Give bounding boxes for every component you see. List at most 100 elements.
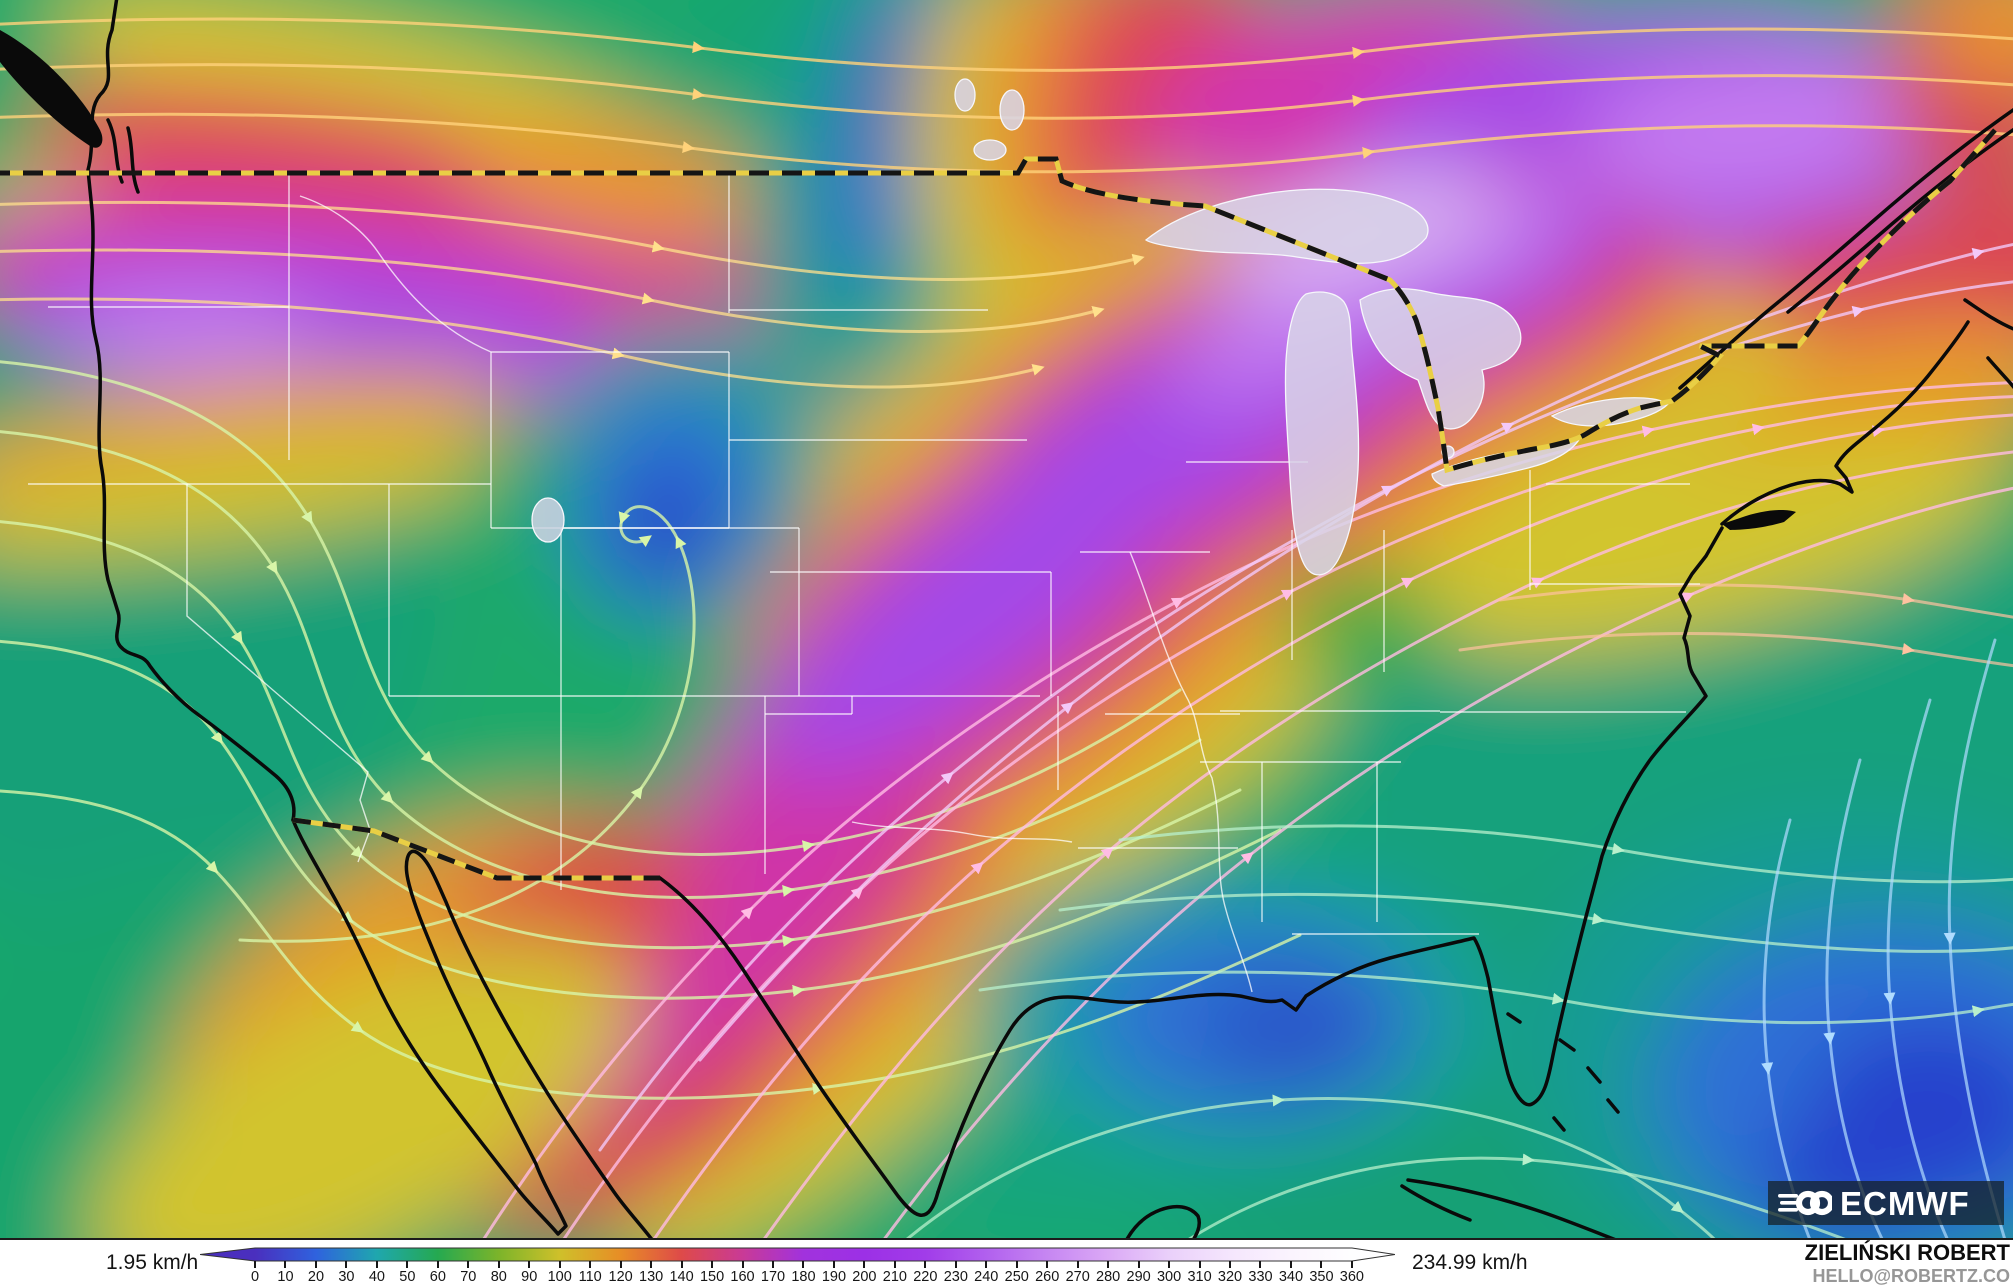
new-england-coast — [1720, 320, 1970, 526]
ecmwf-badge: ECMWF — [1768, 1181, 2004, 1225]
tick-label: 150 — [699, 1269, 725, 1285]
wind-streamlines — [0, 17, 2013, 1238]
tick-label: 280 — [1096, 1269, 1121, 1285]
colorbar-min-label: 1.95 km/h — [106, 1251, 199, 1274]
tick-label: 90 — [521, 1269, 538, 1285]
tick-label: 60 — [429, 1269, 446, 1285]
tick-label: 320 — [1217, 1269, 1243, 1285]
streamline-northeast — [1458, 583, 2013, 668]
tick-mark — [589, 1261, 592, 1268]
tick-label: 170 — [760, 1269, 786, 1285]
tick-mark — [345, 1261, 348, 1268]
tick-mark — [1168, 1261, 1171, 1268]
tick-mark — [375, 1261, 378, 1268]
wind-speed-map[interactable] — [0, 0, 2013, 1238]
tick-mark — [1107, 1261, 1110, 1268]
tick-label: 210 — [882, 1269, 907, 1285]
tick-label: 70 — [460, 1269, 477, 1285]
ecmwf-logo-icon — [1778, 1190, 1832, 1216]
tick-mark — [711, 1261, 714, 1268]
yucatan — [1125, 1204, 1202, 1238]
tick-mark — [741, 1261, 744, 1268]
tick-mark — [467, 1261, 470, 1268]
tick-mark — [802, 1261, 805, 1268]
tick-mark — [497, 1261, 500, 1268]
tick-mark — [1350, 1261, 1353, 1268]
tick-label: 310 — [1187, 1269, 1212, 1285]
tick-label: 10 — [277, 1269, 294, 1285]
tick-mark — [771, 1261, 774, 1268]
tick-label: 40 — [368, 1269, 385, 1285]
tick-mark — [985, 1261, 988, 1268]
tick-label: 120 — [608, 1269, 633, 1285]
state-borders — [28, 173, 1700, 993]
tick-mark — [436, 1261, 439, 1268]
baja-coast — [291, 818, 654, 1238]
tick-label: 100 — [547, 1269, 572, 1285]
international-borders — [0, 128, 1997, 881]
tick-label: 180 — [791, 1269, 816, 1285]
tick-mark — [1046, 1261, 1049, 1268]
rio-grande — [658, 876, 940, 1217]
tick-mark — [1076, 1261, 1079, 1268]
vancouver-island — [0, 30, 103, 148]
tick-mark — [924, 1261, 927, 1268]
tick-mark — [1015, 1261, 1018, 1268]
colorbar — [200, 1247, 1395, 1262]
tick-mark — [314, 1261, 317, 1268]
tick-label: 30 — [338, 1269, 355, 1285]
attribution-name: ZIELIŃSKI ROBERT — [1804, 1240, 2010, 1265]
tick-label: 350 — [1309, 1269, 1334, 1285]
attribution-email: HELLO@ROBERTZ.CO — [1812, 1265, 2010, 1286]
tick-label: 130 — [639, 1269, 664, 1285]
tick-mark — [954, 1261, 957, 1268]
tick-label: 80 — [490, 1269, 507, 1285]
tick-label: 200 — [852, 1269, 877, 1285]
tick-mark — [680, 1261, 683, 1268]
tick-mark — [254, 1261, 256, 1268]
tick-mark — [1320, 1261, 1323, 1268]
tick-mark — [284, 1261, 287, 1268]
attribution: ZIELIŃSKI ROBERT HELLO@ROBERTZ.CO — [1804, 1240, 2010, 1286]
tick-label: 290 — [1126, 1269, 1151, 1285]
tick-label: 160 — [730, 1269, 755, 1285]
tick-label: 20 — [307, 1269, 325, 1285]
tick-label: 190 — [821, 1269, 847, 1285]
tick-label: 360 — [1339, 1269, 1364, 1285]
gulf-atlantic-coast — [936, 526, 1724, 1194]
wind-speed-field — [0, 0, 2013, 1238]
tick-label: 270 — [1065, 1269, 1090, 1285]
tick-label: 340 — [1278, 1269, 1304, 1285]
tick-label: 220 — [913, 1269, 938, 1285]
tick-mark — [528, 1261, 531, 1268]
tick-label: 260 — [1035, 1269, 1060, 1285]
tick-mark — [406, 1261, 409, 1268]
tick-mark — [832, 1261, 835, 1268]
bahamas — [1506, 1012, 1620, 1132]
tick-mark — [1137, 1261, 1140, 1268]
streamline-southeast — [906, 824, 2013, 1238]
tick-mark — [1198, 1261, 1201, 1268]
long-island — [1722, 510, 1796, 530]
tick-mark — [1289, 1261, 1292, 1268]
colorbar-ticks: 0 10 20 30 40 50 60 70 — [251, 1261, 1364, 1285]
wind-map-canvas[interactable] — [0, 0, 2013, 1238]
tick-label: 300 — [1156, 1269, 1182, 1285]
tick-mark — [1229, 1261, 1231, 1268]
tick-mark — [1259, 1261, 1262, 1268]
tick-label: 0 — [250, 1269, 260, 1285]
tick-label: 50 — [399, 1269, 416, 1285]
tick-label: 240 — [974, 1269, 999, 1285]
tick-label: 140 — [669, 1269, 694, 1285]
tick-mark — [558, 1261, 561, 1268]
coastline — [0, 0, 2013, 1238]
cuba — [1400, 1178, 1616, 1238]
tick-label: 250 — [1004, 1269, 1029, 1285]
tick-label: 110 — [578, 1269, 602, 1285]
tick-label: 230 — [943, 1269, 968, 1285]
tick-mark — [863, 1261, 866, 1268]
tick-label: 330 — [1248, 1269, 1273, 1285]
tick-mark — [893, 1261, 896, 1268]
ecmwf-logo-text: ECMWF — [1840, 1184, 1970, 1222]
